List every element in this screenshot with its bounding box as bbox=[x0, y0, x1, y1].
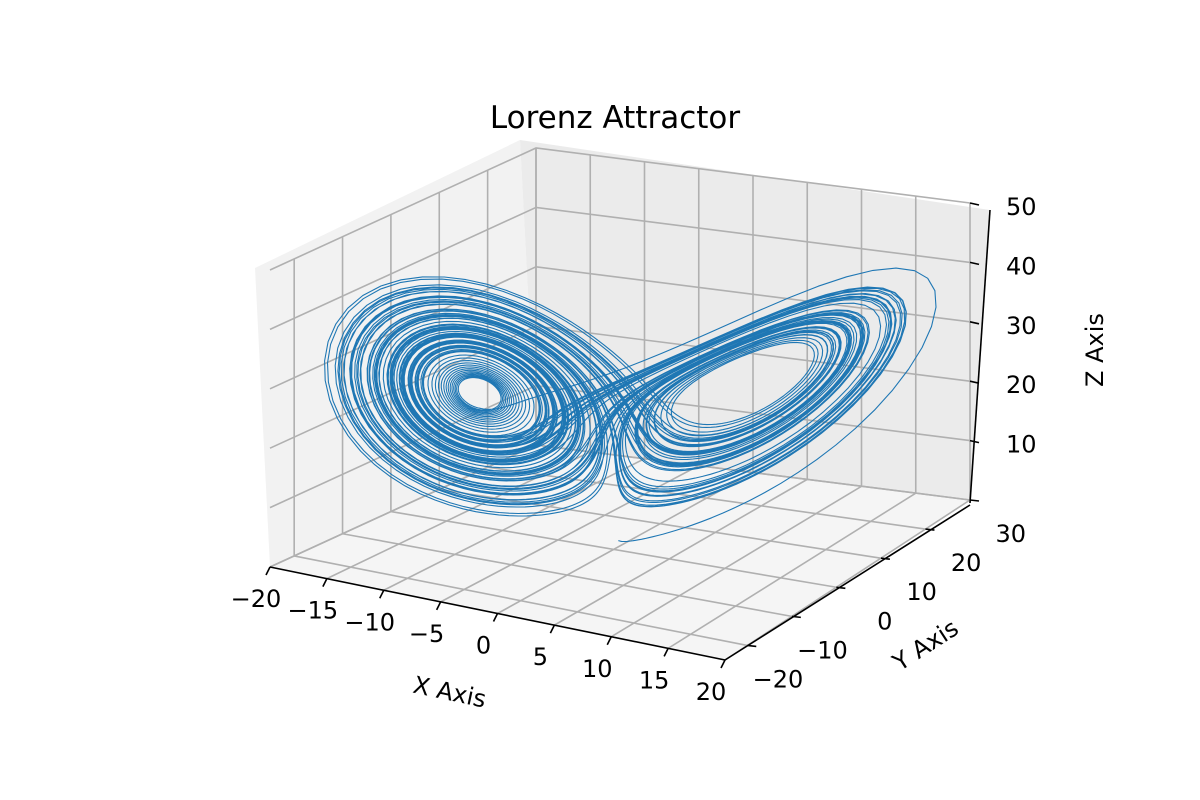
grid-line-z bbox=[269, 206, 971, 331]
x-ticks: −20 −15 −10 −5 0 5 10 15 20 bbox=[231, 566, 727, 706]
y-ticks: −20−10 0 10 20 30 bbox=[747, 499, 1026, 693]
x-tick-label: −15 bbox=[288, 597, 339, 625]
y-tick-mark bbox=[880, 557, 890, 560]
y-tick-label: −10 bbox=[797, 636, 848, 664]
x-tick-label: 5 bbox=[533, 643, 548, 671]
z-tick-label: 20 bbox=[1006, 371, 1037, 399]
y-tick-mark bbox=[836, 586, 846, 590]
z-tick-mark bbox=[969, 321, 980, 325]
z-tick-mark bbox=[969, 261, 980, 266]
y-tick-label: 30 bbox=[995, 520, 1026, 548]
z-axis-label: Z Axis bbox=[1081, 313, 1109, 387]
x-tick-mark bbox=[322, 578, 328, 587]
z-tick-mark bbox=[969, 380, 980, 384]
x-tick-label: −20 bbox=[231, 585, 282, 613]
grid-lines bbox=[269, 147, 971, 661]
x-tick-label: 20 bbox=[696, 678, 727, 706]
z-ticks: 10 20 30 40 50 bbox=[969, 193, 1037, 459]
z-tick-label: 30 bbox=[1006, 312, 1037, 340]
x-tick-label: −5 bbox=[409, 620, 444, 648]
y-tick-label: 10 bbox=[906, 578, 937, 606]
z-tick-label: 10 bbox=[1006, 431, 1037, 459]
y-axis-line bbox=[724, 504, 971, 661]
y-tick-mark bbox=[791, 615, 801, 619]
x-tick-mark bbox=[663, 648, 669, 657]
x-tick-mark bbox=[379, 589, 385, 599]
z-tick-label: 40 bbox=[1006, 252, 1037, 280]
x-tick-mark bbox=[549, 624, 556, 634]
floor-pane bbox=[270, 445, 970, 660]
back-pane-xz bbox=[520, 140, 990, 500]
x-tick-label: −10 bbox=[344, 608, 395, 636]
z-axis-line bbox=[969, 209, 991, 504]
x-tick-label: 15 bbox=[639, 666, 670, 694]
x-tick-label: 10 bbox=[582, 655, 613, 683]
x-tick-mark bbox=[720, 659, 726, 669]
lorenz-trajectory bbox=[324, 267, 937, 543]
x-tick-mark bbox=[492, 613, 499, 622]
y-tick-label: −20 bbox=[753, 665, 804, 693]
x-tick-mark bbox=[606, 636, 612, 646]
x-tick-mark bbox=[265, 566, 271, 576]
x-tick-mark bbox=[435, 601, 442, 611]
z-tick-label: 50 bbox=[1006, 193, 1037, 221]
y-tick-mark bbox=[925, 528, 935, 531]
y-tick-label: 0 bbox=[877, 607, 892, 635]
grid-line-z bbox=[269, 147, 971, 271]
chart-title: Lorenz Attractor bbox=[490, 100, 740, 136]
y-tick-mark bbox=[969, 499, 980, 502]
z-tick-mark bbox=[969, 439, 980, 444]
back-pane-yz bbox=[255, 140, 536, 567]
y-tick-mark bbox=[747, 644, 757, 648]
y-tick-label: 20 bbox=[951, 549, 982, 577]
x-tick-label: 0 bbox=[476, 632, 491, 660]
z-tick-mark bbox=[969, 202, 980, 206]
